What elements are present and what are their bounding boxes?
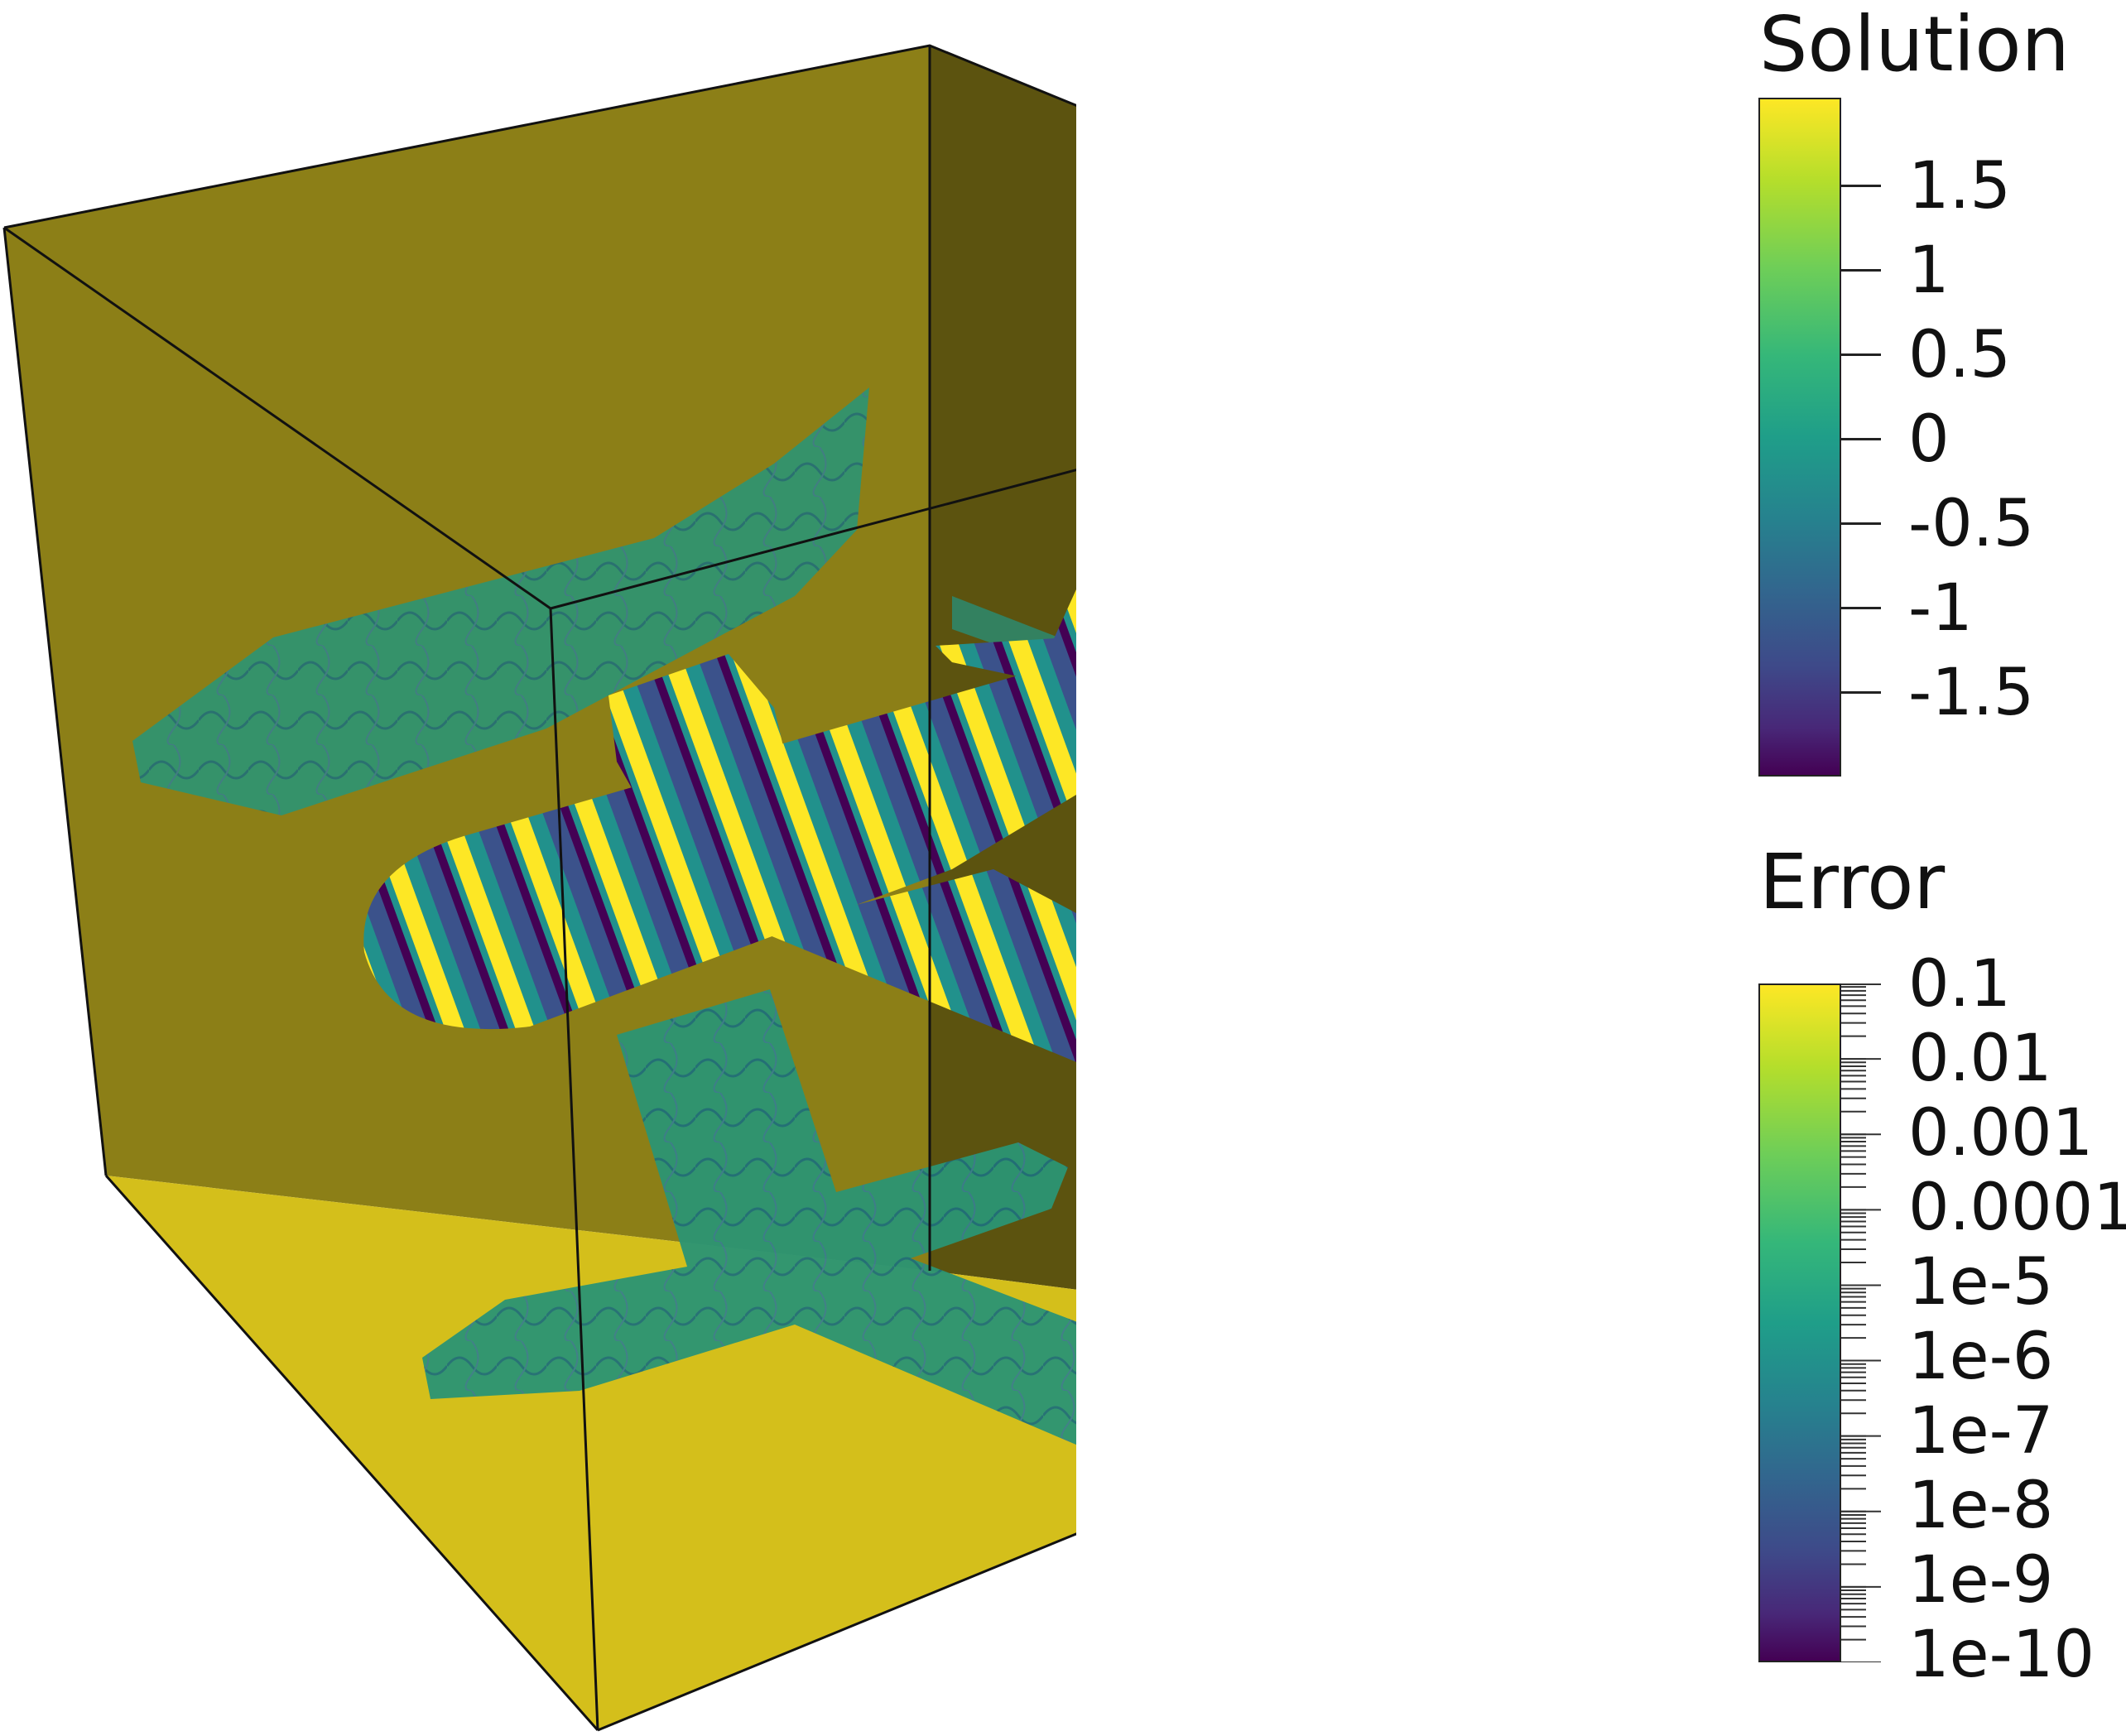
solution-tick-label: -0.5 — [1908, 487, 2035, 561]
solution-tick-label: 1 — [1908, 233, 1950, 308]
error-tick-label: 1e-7 — [1908, 1394, 2054, 1469]
solution-tick — [1841, 438, 1881, 440]
solution-tick-label: 0.5 — [1908, 318, 2012, 392]
solution-colorbar — [1758, 98, 1841, 777]
plane-wing-near — [770, 869, 1076, 1062]
error-tick-label: 1e-8 — [1908, 1469, 2054, 1543]
solution-legend: Solution 1.5 1 0.5 0 -0.5 -1 -1.5 — [1755, 0, 2119, 795]
error-tick-label: 1e-9 — [1908, 1543, 2054, 1618]
scene-3d — [2, 44, 1076, 1732]
error-tick-label: 1e-6 — [1908, 1320, 2054, 1394]
solution-tick-label: -1.5 — [1908, 656, 2035, 730]
error-legend-title: Error — [1759, 838, 1946, 926]
solution-tick — [1841, 353, 1881, 356]
error-legend: Error 0.1 0.01 0.001 0.0001 1e-5 1e-6 1e… — [1755, 828, 2126, 1730]
solution-tick-label: 1.5 — [1908, 149, 2012, 224]
solution-tick — [1841, 185, 1881, 187]
plane-fuselage — [363, 666, 1076, 1030]
error-tick-label: 0.01 — [1908, 1022, 2052, 1096]
error-tick-label: 1e-10 — [1908, 1618, 2095, 1692]
solution-tick-label: -1 — [1908, 571, 1973, 646]
error-tick-label: 1e-5 — [1908, 1245, 2054, 1320]
shadow-floor — [422, 989, 1076, 1445]
solution-tick — [1841, 269, 1881, 272]
error-colorbar — [1758, 983, 1841, 1662]
error-tick-label: 0.1 — [1908, 947, 2012, 1022]
error-tick-label: 0.001 — [1908, 1096, 2094, 1171]
box-edges — [2, 44, 1076, 1732]
solution-legend-title: Solution — [1759, 0, 2070, 89]
error-tick-label: 0.0001 — [1908, 1171, 2126, 1245]
solution-tick — [1841, 607, 1881, 609]
error-minor-ticks — [1841, 983, 1881, 1662]
shadow-side — [132, 387, 869, 815]
solution-tick — [1841, 522, 1881, 525]
solution-tick-label: 0 — [1908, 402, 1950, 477]
solution-tick — [1841, 691, 1881, 694]
